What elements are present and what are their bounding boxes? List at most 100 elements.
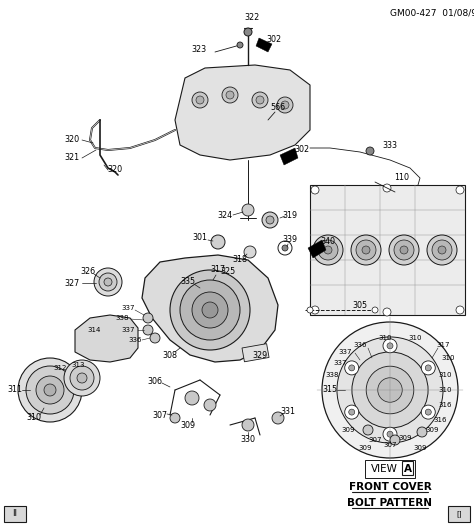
Bar [242, 343, 269, 362]
Text: 320: 320 [108, 166, 123, 175]
Circle shape [421, 405, 435, 419]
Text: 566: 566 [271, 104, 285, 113]
Circle shape [438, 246, 446, 254]
Text: GM00-427  01/08/99: GM00-427 01/08/99 [390, 8, 474, 17]
Bar [448, 506, 470, 522]
Circle shape [432, 240, 452, 260]
Bar [4, 506, 26, 522]
Polygon shape [280, 148, 298, 165]
Circle shape [143, 325, 153, 335]
Circle shape [170, 270, 250, 350]
Circle shape [383, 184, 391, 192]
Circle shape [26, 366, 74, 414]
Circle shape [427, 235, 457, 265]
Text: 319: 319 [283, 210, 298, 219]
Text: 327: 327 [64, 279, 80, 288]
Polygon shape [75, 315, 138, 362]
Text: 311: 311 [8, 386, 22, 394]
Circle shape [378, 378, 402, 402]
Text: 320: 320 [64, 136, 80, 145]
Circle shape [456, 306, 464, 314]
Polygon shape [308, 240, 326, 258]
Text: 333: 333 [383, 140, 398, 149]
Circle shape [383, 339, 397, 353]
Text: 302: 302 [266, 35, 282, 45]
Text: []: [] [456, 511, 462, 518]
Text: 318: 318 [233, 256, 247, 265]
Circle shape [64, 360, 100, 396]
Circle shape [244, 246, 256, 258]
Circle shape [185, 391, 199, 405]
Text: 338: 338 [115, 315, 129, 321]
Text: 307: 307 [383, 442, 397, 448]
Circle shape [324, 246, 332, 254]
Circle shape [394, 240, 414, 260]
Text: 324: 324 [218, 210, 233, 219]
Circle shape [311, 186, 319, 194]
Circle shape [400, 246, 408, 254]
Text: 336: 336 [128, 337, 142, 343]
Circle shape [150, 333, 160, 343]
Circle shape [307, 307, 313, 313]
Circle shape [383, 427, 397, 441]
Text: FRONT COVER: FRONT COVER [348, 482, 431, 492]
Polygon shape [142, 255, 278, 362]
Text: 316: 316 [433, 417, 447, 423]
Circle shape [70, 366, 94, 390]
Circle shape [456, 186, 464, 194]
Circle shape [425, 365, 431, 371]
Polygon shape [175, 65, 310, 160]
Text: 309: 309 [181, 420, 196, 430]
Text: 331: 331 [281, 408, 295, 417]
Text: 314: 314 [87, 327, 100, 333]
Circle shape [266, 216, 274, 224]
Circle shape [77, 373, 87, 383]
Circle shape [44, 384, 56, 396]
Circle shape [363, 425, 373, 435]
Circle shape [387, 343, 393, 349]
Text: 337: 337 [121, 327, 135, 333]
Circle shape [311, 306, 319, 314]
Circle shape [18, 358, 82, 422]
Text: 329: 329 [252, 350, 268, 359]
Text: 309: 309 [398, 435, 412, 441]
Bar [310, 185, 465, 315]
Text: 301: 301 [192, 234, 208, 242]
Text: 323: 323 [192, 46, 207, 55]
Text: 330: 330 [240, 436, 255, 444]
Text: 306: 306 [147, 378, 163, 387]
Circle shape [362, 246, 370, 254]
Text: 310: 310 [27, 413, 42, 422]
Circle shape [313, 235, 343, 265]
Circle shape [235, 263, 245, 273]
Circle shape [237, 42, 243, 48]
Circle shape [94, 268, 122, 296]
Text: 337: 337 [121, 305, 135, 311]
Circle shape [143, 313, 153, 323]
Circle shape [242, 419, 254, 431]
Circle shape [389, 235, 419, 265]
Circle shape [387, 431, 393, 437]
Text: 305: 305 [353, 300, 367, 309]
Circle shape [192, 92, 208, 108]
Text: 312: 312 [53, 365, 67, 371]
Text: VIEW: VIEW [371, 464, 398, 474]
Circle shape [222, 87, 238, 103]
Polygon shape [256, 38, 272, 52]
Circle shape [252, 92, 268, 108]
Circle shape [244, 28, 252, 36]
Circle shape [272, 412, 284, 424]
Circle shape [104, 278, 112, 286]
Text: 326: 326 [81, 268, 96, 277]
Circle shape [318, 240, 338, 260]
Circle shape [242, 204, 254, 216]
Text: 338: 338 [325, 372, 339, 378]
Circle shape [372, 307, 378, 313]
Text: 321: 321 [64, 154, 80, 163]
Circle shape [322, 322, 458, 458]
Text: 307: 307 [368, 437, 382, 443]
Circle shape [204, 399, 216, 411]
Circle shape [196, 96, 204, 104]
Text: 335: 335 [181, 278, 196, 287]
Text: 317: 317 [436, 342, 450, 348]
